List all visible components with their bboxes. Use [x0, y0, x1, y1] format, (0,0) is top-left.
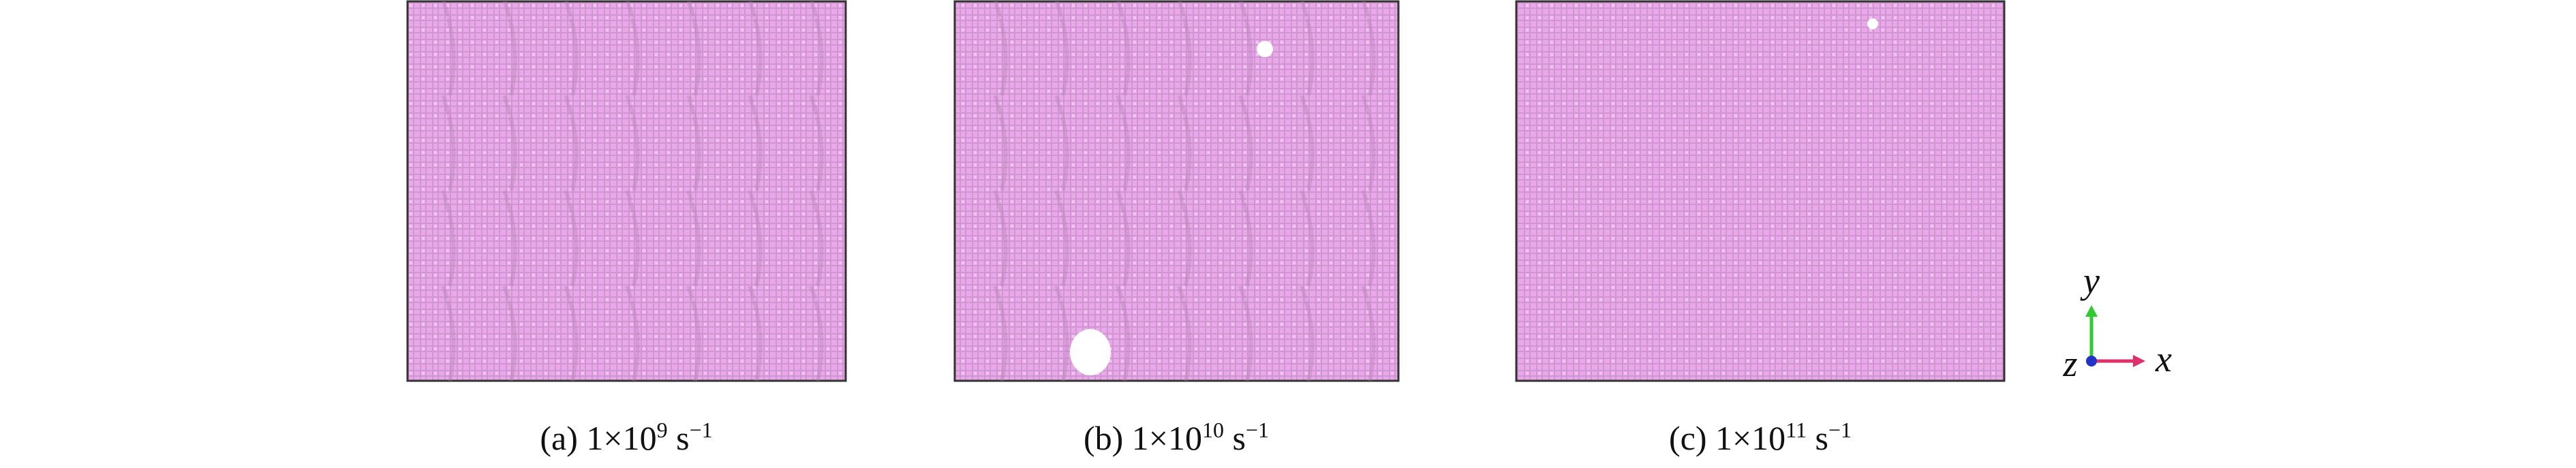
- text-part: −1: [1828, 418, 1852, 442]
- caption: (a) 1×109 s−1: [540, 418, 712, 457]
- axis-label: z: [2062, 343, 2077, 384]
- text-part: s: [676, 419, 689, 457]
- caption: (b) 1×1010 s−1: [1084, 418, 1269, 457]
- panel-c: [1515, 0, 2006, 382]
- text-part: s: [1815, 419, 1828, 457]
- text-part: 11: [1785, 418, 1807, 442]
- panel-a: [406, 0, 847, 382]
- text-part: −1: [690, 418, 713, 442]
- text-part: −1: [1246, 418, 1269, 442]
- text-part: (a) 1×10: [540, 419, 656, 457]
- axis-label: y: [2080, 260, 2100, 301]
- void: [1070, 329, 1111, 375]
- caption: (c) 1×1011 s−1: [1669, 418, 1852, 457]
- void: [1867, 18, 1878, 29]
- axis-label: x: [2155, 339, 2172, 379]
- void: [1257, 41, 1273, 57]
- text-part: 10: [1202, 418, 1224, 442]
- text-part: (c) 1×10: [1669, 419, 1785, 457]
- axis-triad: y x z: [2062, 260, 2172, 384]
- text-part: (b) 1×10: [1084, 419, 1202, 457]
- text-part: s: [1232, 419, 1245, 457]
- panel-b: [953, 0, 1400, 382]
- text-part: 9: [657, 418, 668, 442]
